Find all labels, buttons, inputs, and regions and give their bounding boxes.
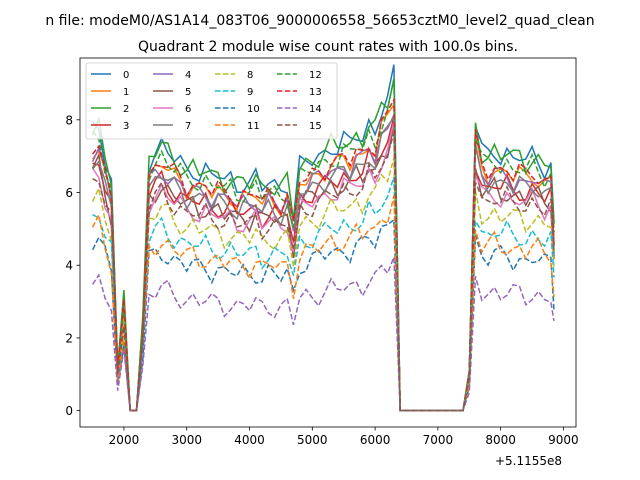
x-tick-label: 9000: [548, 433, 579, 447]
y-tick-label: 6: [65, 186, 73, 200]
legend-label: 11: [247, 121, 260, 132]
series-line-12: [92, 78, 555, 412]
legend-label: 13: [309, 87, 322, 98]
legend-label: 10: [247, 104, 260, 115]
x-tick-label: 6000: [360, 433, 391, 447]
legend-label: 12: [309, 70, 322, 81]
x-axis-offset-label: +5.1155e8: [495, 454, 562, 468]
x-tick-label: 4000: [234, 433, 265, 447]
legend-label: 6: [185, 104, 191, 115]
y-tick-label: 2: [65, 331, 73, 345]
legend-label: 15: [309, 121, 322, 132]
legend-label: 5: [185, 87, 191, 98]
legend-label: 7: [185, 121, 191, 132]
series-line-4: [91, 114, 555, 412]
series-line-8: [91, 158, 555, 412]
series-line-7: [92, 114, 555, 412]
legend-label: 2: [123, 104, 129, 115]
x-tick-label: 7000: [423, 433, 454, 447]
series-line-10: [91, 218, 555, 412]
y-tick-label: 0: [65, 404, 73, 418]
legend-label: 8: [247, 70, 253, 81]
legend-label: 1: [123, 87, 129, 98]
figure-suptitle: n file: modeM0/AS1A14_083T06_9000006558_…: [45, 13, 594, 29]
chart-title: Quadrant 2 module wise count rates with …: [138, 39, 518, 55]
legend-box: [85, 62, 338, 140]
x-tick-label: 2000: [109, 433, 140, 447]
legend-label: 9: [247, 87, 253, 98]
y-tick-label: 8: [65, 113, 73, 127]
series-line-6: [91, 121, 555, 412]
axes-frame: [79, 57, 577, 428]
plot-area: 2000 3000 4000 5000 6000 7000 8000 900002468012…: [65, 57, 579, 447]
legend-label: 14: [309, 104, 322, 115]
series-line-14: [91, 256, 555, 412]
series-line-13: [92, 96, 555, 412]
y-tick-label: 4: [65, 259, 73, 273]
x-tick-label: 3000: [171, 433, 202, 447]
series-line-11: [91, 195, 555, 412]
x-tick-label: 5000: [297, 433, 328, 447]
series-line-3: [92, 116, 555, 412]
legend-label: 4: [185, 70, 191, 81]
legend-label: 0: [123, 70, 129, 81]
legend-label: 3: [123, 121, 129, 132]
series-line-9: [92, 176, 555, 412]
x-tick-label: 8000: [485, 433, 516, 447]
series-line-15: [92, 133, 555, 412]
